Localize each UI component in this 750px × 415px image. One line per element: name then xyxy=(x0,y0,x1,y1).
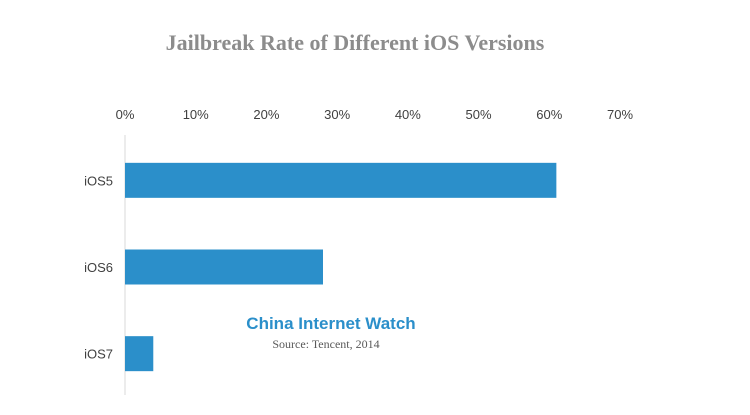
watermark-name: China Internet Watch xyxy=(246,314,415,333)
x-tick-label: 20% xyxy=(253,107,279,122)
x-tick-label: 40% xyxy=(395,107,421,122)
x-tick-label: 10% xyxy=(183,107,209,122)
x-tick-label: 60% xyxy=(536,107,562,122)
category-label-ios5: iOS5 xyxy=(84,173,113,188)
bars xyxy=(125,162,557,372)
x-axis-ticks: 0% 10% 20% 30% 40% 50% 60% 70% xyxy=(116,107,634,122)
category-labels: iOS5 iOS6 iOS7 xyxy=(84,173,113,361)
category-label-ios7: iOS7 xyxy=(84,347,113,362)
bar-ios7 xyxy=(125,336,154,372)
chart-title: Jailbreak Rate of Different iOS Versions xyxy=(166,30,545,55)
x-tick-label: 70% xyxy=(607,107,633,122)
x-tick-label: 50% xyxy=(466,107,492,122)
category-label-ios6: iOS6 xyxy=(84,260,113,275)
watermark-source: Source: Tencent, 2014 xyxy=(272,337,379,351)
bar-ios5 xyxy=(125,162,557,198)
x-tick-label: 30% xyxy=(324,107,350,122)
x-tick-label: 0% xyxy=(116,107,135,122)
bar-ios6 xyxy=(125,249,323,285)
